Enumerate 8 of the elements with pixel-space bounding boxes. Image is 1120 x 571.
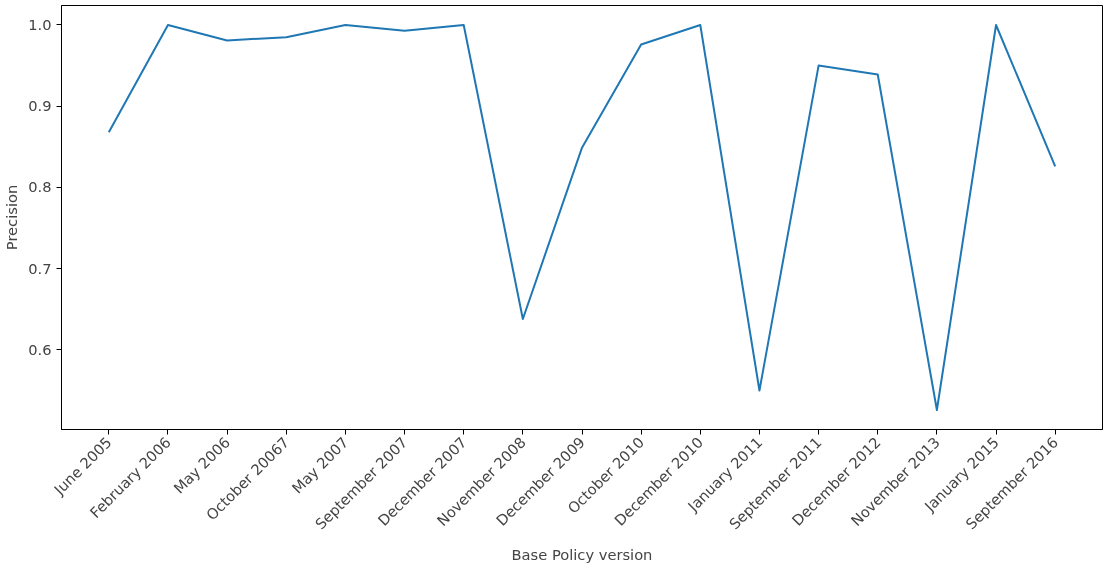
x-axis-title: Base Policy version: [511, 546, 653, 564]
line-series: [107, 23, 1057, 412]
y-tick-label: 0.7: [28, 259, 52, 277]
y-tick-label: 0.6: [28, 340, 52, 358]
y-tick-label: 0.9: [28, 97, 52, 115]
y-tick-label: 0.8: [28, 178, 52, 196]
y-axis-title: Precision: [3, 184, 21, 251]
y-tick-label: 1.0: [28, 15, 52, 33]
